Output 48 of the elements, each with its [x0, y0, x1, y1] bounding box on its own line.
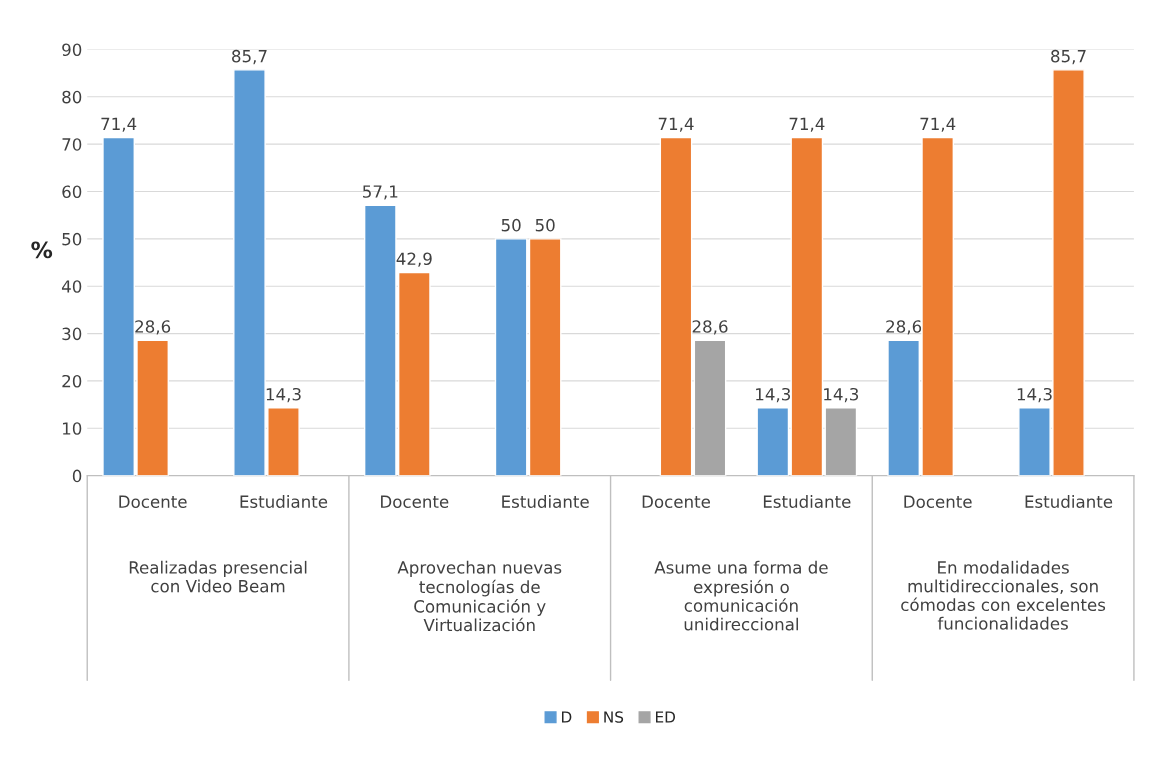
x-tick-label: Estudiante [240, 495, 328, 508]
data-label: 57,1 [363, 185, 398, 200]
data-label: 42,9 [396, 252, 432, 267]
data-label: 71,4 [658, 117, 694, 132]
bar [659, 136, 693, 476]
data-label: 14,3 [1017, 387, 1052, 403]
data-label: 14,3 [266, 387, 301, 403]
text: Asume una forma de expresión o comunicación unidireccional [654, 560, 828, 631]
data-label: 14,3 [756, 387, 791, 403]
x-tick-label: Docente [904, 495, 972, 508]
data-label: 85,7 [232, 49, 267, 65]
x-tick-label: Docente [119, 495, 187, 508]
data-label: 14,3 [824, 387, 859, 403]
data-label: 28,6 [692, 320, 728, 335]
bar [494, 238, 528, 476]
x-tick-label: Docente [381, 495, 449, 508]
data-label: 71,4 [920, 117, 956, 132]
data-label: 71,4 [789, 117, 825, 132]
bar [528, 238, 562, 476]
legend-label: ED [656, 711, 676, 723]
y-tick-label: 90 [62, 43, 82, 57]
data-label: 71,4 [101, 117, 137, 132]
text: Realizadas presencial con Video Beam [129, 560, 307, 593]
y-tick-label: 10 [62, 422, 82, 435]
x-tick-label: Estudiante [763, 495, 851, 508]
text: Aprovechan nuevas tecnologías de Comunicación y Virtualización [397, 560, 562, 632]
y-tick-label: 70 [62, 138, 82, 151]
bar [693, 339, 727, 476]
data-label: 85,7 [1051, 49, 1086, 65]
data-label: 50 [535, 218, 555, 232]
y-tick-label: 0 [72, 469, 82, 483]
text: En modalidades multidireccionales, son cómodas con excelentes funcionalidades [901, 560, 1106, 630]
y-tick-label: 50 [62, 232, 82, 246]
x-tick-label: Estudiante [1025, 495, 1113, 508]
x-tick-label: Docente [642, 495, 711, 508]
bar [824, 407, 858, 476]
y-tick-label: 30 [62, 327, 82, 341]
y-tick-label: 60 [62, 185, 82, 199]
legend-label: D [562, 711, 572, 723]
y-tick-label: 80 [62, 90, 82, 104]
x-tick-label: Estudiante [502, 495, 589, 508]
y-tick-label: 20 [62, 374, 82, 388]
y-axis-title: % [31, 241, 53, 259]
data-label: 50 [501, 218, 521, 232]
legend-label: NS [604, 711, 624, 723]
data-label: 28,6 [886, 320, 922, 335]
data-label: 28,6 [135, 320, 171, 335]
y-tick-label: 40 [61, 280, 82, 293]
